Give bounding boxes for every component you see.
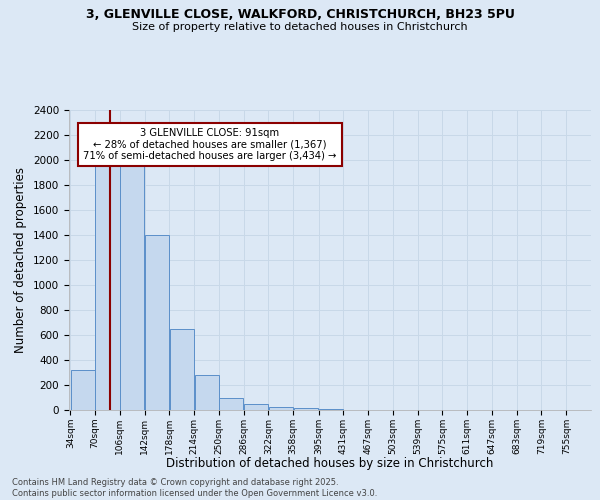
Bar <box>219 398 244 410</box>
Bar <box>293 408 317 410</box>
Bar <box>71 370 95 410</box>
Bar <box>194 375 218 410</box>
Y-axis label: Number of detached properties: Number of detached properties <box>14 167 28 353</box>
Text: 3 GLENVILLE CLOSE: 91sqm
← 28% of detached houses are smaller (1,367)
71% of sem: 3 GLENVILLE CLOSE: 91sqm ← 28% of detach… <box>83 128 337 161</box>
Text: Contains HM Land Registry data © Crown copyright and database right 2025.
Contai: Contains HM Land Registry data © Crown c… <box>12 478 377 498</box>
X-axis label: Distribution of detached houses by size in Christchurch: Distribution of detached houses by size … <box>166 457 494 470</box>
Text: 3, GLENVILLE CLOSE, WALKFORD, CHRISTCHURCH, BH23 5PU: 3, GLENVILLE CLOSE, WALKFORD, CHRISTCHUR… <box>86 8 514 20</box>
Bar <box>120 160 145 410</box>
Bar <box>145 235 169 410</box>
Bar <box>95 160 119 410</box>
Bar <box>170 329 194 410</box>
Text: Size of property relative to detached houses in Christchurch: Size of property relative to detached ho… <box>132 22 468 32</box>
Bar <box>269 407 293 410</box>
Bar <box>244 404 268 410</box>
